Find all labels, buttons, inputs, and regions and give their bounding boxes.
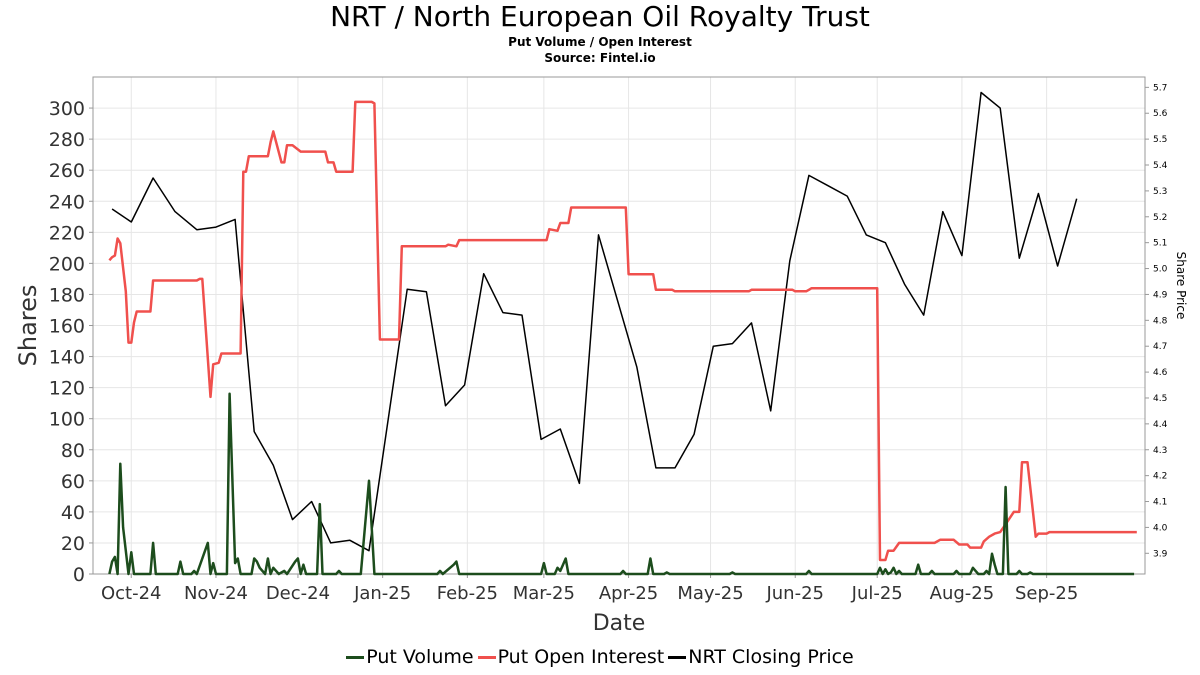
y2-tick-label: 4.3 [1153, 446, 1167, 456]
y-tick-label: 240 [49, 191, 85, 213]
y2-tick-label: 5.0 [1153, 265, 1168, 275]
chart-subtitle: Put Volume / Open Interest [508, 35, 692, 49]
x-tick-label: May-25 [677, 583, 743, 604]
y-tick-label: 40 [61, 502, 85, 524]
y2-tick-label: 5.4 [1153, 161, 1168, 171]
y2-tick-label: 4.9 [1153, 290, 1168, 300]
y2-tick-label: 5.1 [1153, 239, 1167, 249]
y-tick-label: 280 [49, 129, 85, 151]
y-tick-label: 160 [49, 316, 85, 338]
y2-tick-label: 4.1 [1153, 498, 1167, 508]
legend-swatch-closing-price [668, 655, 687, 659]
legend-label-put-open-interest: Put Open Interest [497, 646, 665, 668]
legend: Put Volume Put Open Interest NRT Closing… [0, 646, 1200, 668]
y2-tick-label: 5.3 [1153, 187, 1167, 197]
series-put-volume-line [108, 392, 1135, 576]
y-tick-label: 220 [49, 222, 85, 244]
chart-source: Source: Fintel.io [544, 51, 656, 65]
legend-swatch-put-open-interest [477, 655, 496, 659]
x-tick-label: Mar-25 [513, 583, 575, 604]
y-tick-label: 260 [49, 160, 85, 182]
y-tick-label: 100 [49, 409, 85, 431]
y-tick-label: 60 [61, 471, 85, 493]
legend-swatch-put-volume [346, 655, 365, 659]
legend-item-put-volume[interactable]: Put Volume [346, 646, 474, 668]
x-tick-label: Jun-25 [765, 583, 824, 604]
x-axis-title: Date [593, 611, 646, 636]
y2-tick-label: 5.7 [1153, 83, 1167, 93]
y-tick-label: 200 [49, 253, 85, 275]
y2-axis-title: Share Price [1174, 252, 1188, 320]
y2-tick-label: 5.2 [1153, 213, 1167, 223]
y2-tick-label: 4.2 [1153, 472, 1167, 482]
x-tick-label: Apr-25 [599, 583, 658, 604]
y2-tick-label: 4.5 [1153, 394, 1167, 404]
y-tick-label: 300 [49, 98, 85, 120]
x-tick-label: Jan-25 [353, 583, 411, 604]
y-axis-title: Shares [14, 285, 42, 367]
y-tick-label: 120 [49, 378, 85, 400]
y2-tick-label: 4.0 [1153, 523, 1168, 533]
y-tick-label: 0 [73, 564, 85, 586]
y2-tick-label: 4.7 [1153, 342, 1167, 352]
series-closing-price-line [111, 91, 1078, 552]
x-tick-label: Sep-25 [1015, 583, 1078, 604]
chart-title: NRT / North European Oil Royalty Trust [330, 0, 870, 33]
legend-label-closing-price: NRT Closing Price [688, 646, 854, 668]
legend-label-put-volume: Put Volume [366, 646, 474, 668]
y-tick-label: 20 [61, 533, 85, 555]
y2-tick-label: 4.8 [1153, 316, 1168, 326]
legend-item-closing-price[interactable]: NRT Closing Price [668, 646, 854, 668]
y2-tick-label: 3.9 [1153, 549, 1168, 559]
x-tick-label: Nov-24 [184, 583, 248, 604]
y2-tick-label: 4.4 [1153, 420, 1168, 430]
y-tick-label: 180 [49, 284, 85, 306]
y2-tick-label: 5.5 [1153, 135, 1167, 145]
x-tick-label: Oct-24 [101, 583, 162, 604]
x-tick-label: Aug-25 [930, 583, 995, 604]
legend-item-put-open-interest[interactable]: Put Open Interest [477, 646, 665, 668]
y2-tick-label: 4.6 [1153, 368, 1168, 378]
series-put-open-interest-line [108, 100, 1137, 562]
y-tick-label: 140 [49, 347, 85, 369]
x-tick-label: Dec-24 [266, 583, 330, 604]
y2-tick-label: 5.6 [1153, 109, 1168, 119]
y-tick-label: 80 [61, 440, 85, 462]
x-tick-label: Jul-25 [851, 583, 903, 604]
x-tick-label: Feb-25 [437, 583, 498, 604]
